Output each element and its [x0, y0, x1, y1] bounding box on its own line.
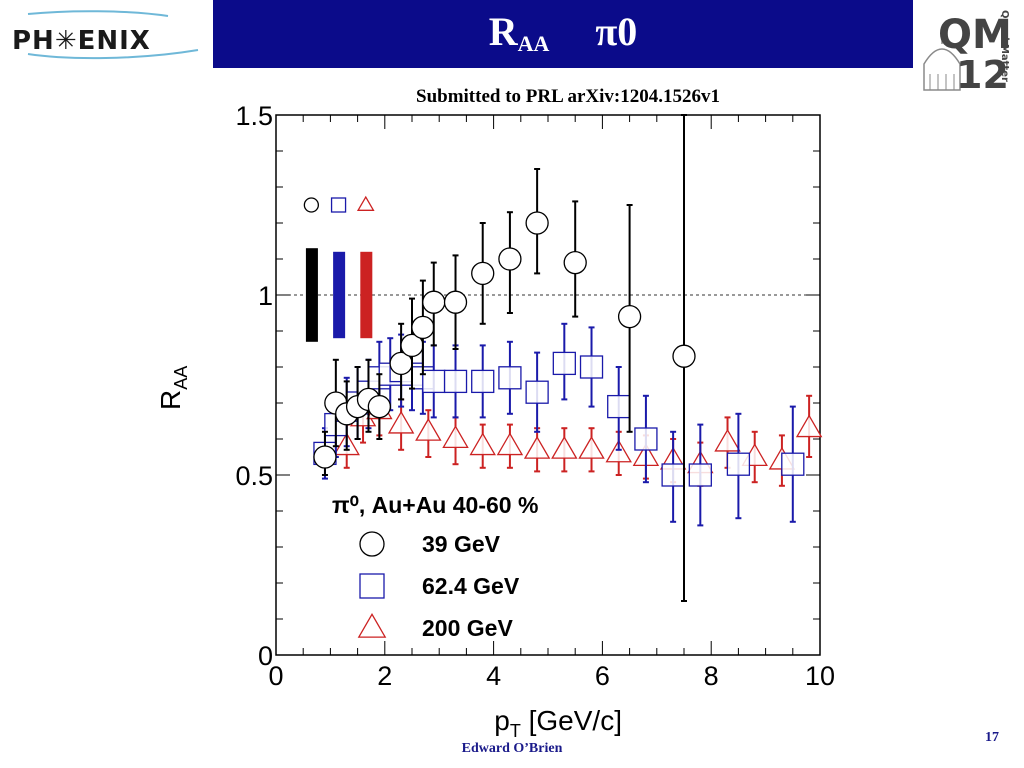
- qm-logo-side-text: QuarkMatter: [999, 10, 1010, 82]
- y-tick-label: 1: [258, 281, 273, 311]
- data-point: [367, 394, 392, 419]
- y-tick-label: 1.5: [235, 101, 273, 131]
- page-number: 17: [985, 730, 999, 745]
- legend: π⁰, Au+Au 40-60 % 39 GeV 62.4 GeV 200 GeV: [332, 492, 538, 641]
- legend-title: π⁰, Au+Au 40-60 %: [332, 492, 538, 518]
- phenix-logo: PH✳ENIX: [0, 0, 212, 68]
- data-point: [498, 247, 522, 271]
- data-point: [563, 250, 587, 275]
- x-axis-label-unit: [GeV/c]: [521, 705, 622, 736]
- data-point: [523, 435, 551, 459]
- x-tick-label: 0: [268, 661, 283, 691]
- title-main: R: [488, 9, 518, 54]
- title-sub: AA: [517, 31, 550, 56]
- legend-marker: [359, 573, 385, 599]
- data-point: [607, 394, 631, 419]
- x-tick-label: 6: [595, 661, 610, 691]
- title-bar: RAA π0: [213, 0, 913, 68]
- global-uncertainty-bars: [305, 248, 373, 342]
- legend-label: 200 GeV: [422, 615, 513, 641]
- chart-subtitle: Submitted to PRL arXiv:1204.1526v1: [416, 86, 720, 107]
- data-point: [634, 427, 658, 451]
- series-circle: [313, 114, 696, 602]
- data-point: [617, 304, 642, 329]
- data-point: [313, 445, 337, 469]
- top-legend-marker: [303, 197, 320, 213]
- axis-tick-labels: 0 2 4 6 8 10 0 0.5 1 1.5: [235, 101, 835, 691]
- data-point: [578, 435, 605, 459]
- data-point: [422, 290, 446, 314]
- legend-label: 39 GeV: [422, 531, 501, 557]
- phenix-logo-text: PH✳ENIX: [12, 26, 151, 56]
- legend-label: 62.4 GeV: [422, 573, 520, 599]
- y-tick-label: 0.5: [235, 461, 273, 491]
- x-tick-label: 10: [805, 661, 835, 691]
- x-axis-label-main: p: [494, 705, 510, 736]
- data-point: [469, 432, 496, 456]
- x-axis-label-sub: T: [510, 721, 521, 740]
- slide-title: RAA π0: [213, 8, 913, 57]
- author-name: Edward O’Brien: [461, 741, 563, 756]
- y-tick-label: 0: [258, 641, 273, 671]
- data-point: [443, 290, 468, 314]
- global-uncertainty-bar: [305, 248, 318, 342]
- data-point: [781, 452, 805, 476]
- data-point: [726, 452, 751, 476]
- data-point: [525, 211, 549, 235]
- data-point: [498, 366, 522, 390]
- data-point: [552, 351, 576, 376]
- top-legend-marker: [356, 195, 375, 211]
- qm12-logo: QM 12 QuarkMatter: [923, 10, 1012, 94]
- data-point: [415, 417, 442, 441]
- x-tick-label: 8: [704, 661, 719, 691]
- data-point: [605, 439, 632, 463]
- series-layer: [313, 114, 823, 602]
- raa-chart: 0 2 4 6 8 10 0 0.5 1 1.5 π⁰, Au+Au 40-60 % 39 GeV…: [155, 101, 835, 740]
- data-point: [795, 414, 823, 438]
- top-legend-marker: [330, 197, 347, 213]
- data-point: [661, 463, 685, 487]
- data-point: [422, 369, 446, 394]
- data-point: [579, 355, 604, 379]
- legend-marker: [357, 613, 387, 638]
- top-legend-markers: [303, 195, 375, 213]
- y-axis-label: RAA: [155, 366, 191, 410]
- x-tick-label: 4: [486, 661, 501, 691]
- y-axis-label-main: R: [155, 390, 186, 410]
- x-tick-label: 2: [377, 661, 392, 691]
- data-point: [387, 410, 415, 434]
- axis-ticks: [275, 114, 821, 656]
- data-point: [714, 428, 741, 452]
- phenix-logo-swoosh: [27, 10, 199, 60]
- data-point: [411, 315, 435, 340]
- qm-logo-number: 12: [956, 53, 1009, 94]
- qm-logo-letters: QM: [938, 12, 1012, 58]
- data-point: [471, 369, 495, 394]
- data-point: [471, 261, 495, 286]
- title-particle: π0: [595, 9, 638, 54]
- data-point: [551, 435, 578, 459]
- data-point: [496, 432, 524, 456]
- y-axis-label-sub: AA: [171, 366, 191, 390]
- capitol-dome-icon: [923, 30, 961, 91]
- data-point: [672, 344, 696, 368]
- x-axis-label: pT [GeV/c]: [494, 705, 622, 740]
- global-uncertainty-bar: [360, 251, 373, 339]
- legend-marker: [359, 531, 385, 557]
- data-point: [688, 463, 712, 487]
- global-uncertainty-bar: [333, 251, 346, 339]
- data-point: [525, 380, 549, 404]
- data-point: [443, 369, 468, 394]
- data-point: [442, 425, 469, 449]
